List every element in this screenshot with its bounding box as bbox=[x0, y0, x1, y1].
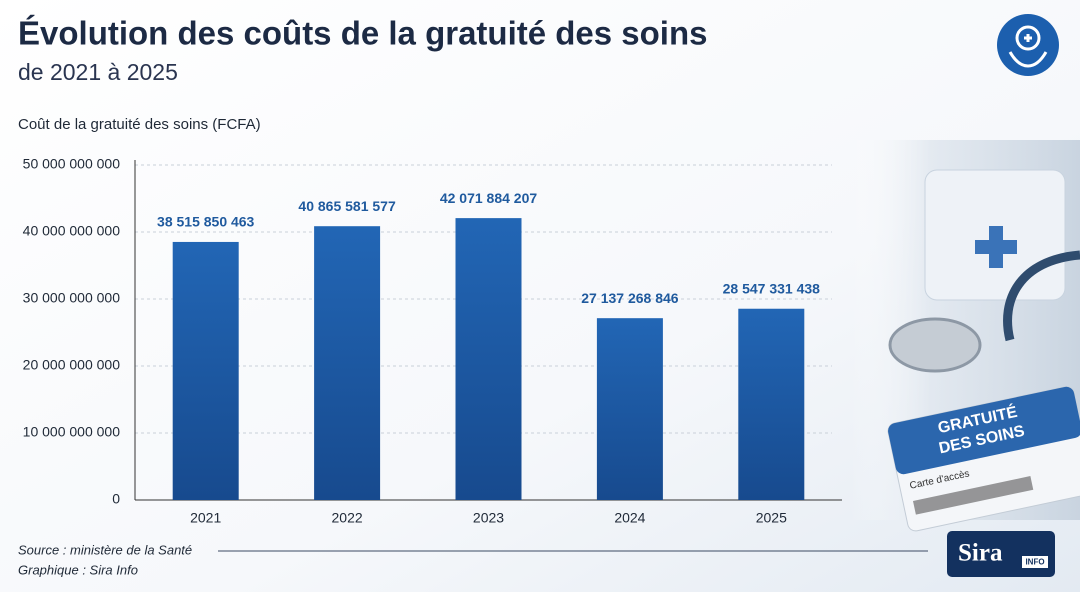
logo-cross bbox=[1024, 34, 1032, 42]
y-tick-label: 50 000 000 000 bbox=[23, 156, 121, 172]
credit: Graphique : Sira Info bbox=[18, 562, 138, 577]
barcode bbox=[912, 476, 1034, 515]
chart-title: Évolution des coûts de la gratuité des s… bbox=[18, 15, 707, 52]
stethoscope-tube bbox=[1003, 250, 1080, 342]
value-label: 38 515 850 463 bbox=[157, 214, 255, 230]
y-tick-label: 40 000 000 000 bbox=[23, 223, 121, 239]
plot-area: 0 10 000 000 000 20 000 000 000 30 000 000 … bbox=[23, 156, 842, 526]
brand-name: Sira bbox=[958, 540, 1003, 567]
value-label: 27 137 268 846 bbox=[581, 290, 679, 306]
logo-ring bbox=[1015, 25, 1041, 51]
logo-hands bbox=[1008, 51, 1048, 68]
x-tick-label: 2023 bbox=[473, 510, 504, 526]
chart-subtitle: de 2021 à 2025 bbox=[18, 59, 178, 85]
y-tick-label: 0 bbox=[112, 491, 120, 507]
y-tick-label: 20 000 000 000 bbox=[23, 357, 121, 373]
bar bbox=[455, 218, 522, 500]
x-tick-label: 2024 bbox=[614, 510, 645, 526]
card: GRATUITÉ DES SOINS Carte d'accès bbox=[887, 386, 1080, 532]
stethoscope-head bbox=[888, 317, 982, 373]
brand-logo: Sira INFO bbox=[947, 531, 1055, 577]
card-header bbox=[888, 386, 1080, 475]
bar bbox=[314, 226, 381, 500]
y-tick-label: 10 000 000 000 bbox=[23, 424, 121, 440]
x-tick-label: 2025 bbox=[756, 510, 787, 526]
value-label: 42 071 884 207 bbox=[440, 190, 538, 206]
bar bbox=[738, 308, 805, 500]
value-label: 28 547 331 438 bbox=[723, 280, 821, 296]
logo-circle bbox=[997, 14, 1059, 76]
cross-icon bbox=[975, 226, 1017, 268]
y-tick-label: 30 000 000 000 bbox=[23, 290, 121, 306]
illustration: GRATUITÉ DES SOINS Carte d'accès bbox=[850, 140, 1080, 532]
brand-tag-box bbox=[1022, 556, 1048, 568]
source: Source : ministère de la Santé bbox=[18, 542, 192, 557]
bar bbox=[172, 241, 239, 501]
x-tick-label: 2021 bbox=[190, 510, 221, 526]
y-axis-label: Coût de la gratuité des soins (FCFA) bbox=[18, 116, 261, 133]
x-tick-label: 2022 bbox=[332, 510, 363, 526]
brand-tag: INFO bbox=[1025, 558, 1044, 567]
bar bbox=[596, 318, 663, 500]
logo-icon bbox=[997, 14, 1059, 76]
value-label: 40 865 581 577 bbox=[298, 198, 396, 214]
